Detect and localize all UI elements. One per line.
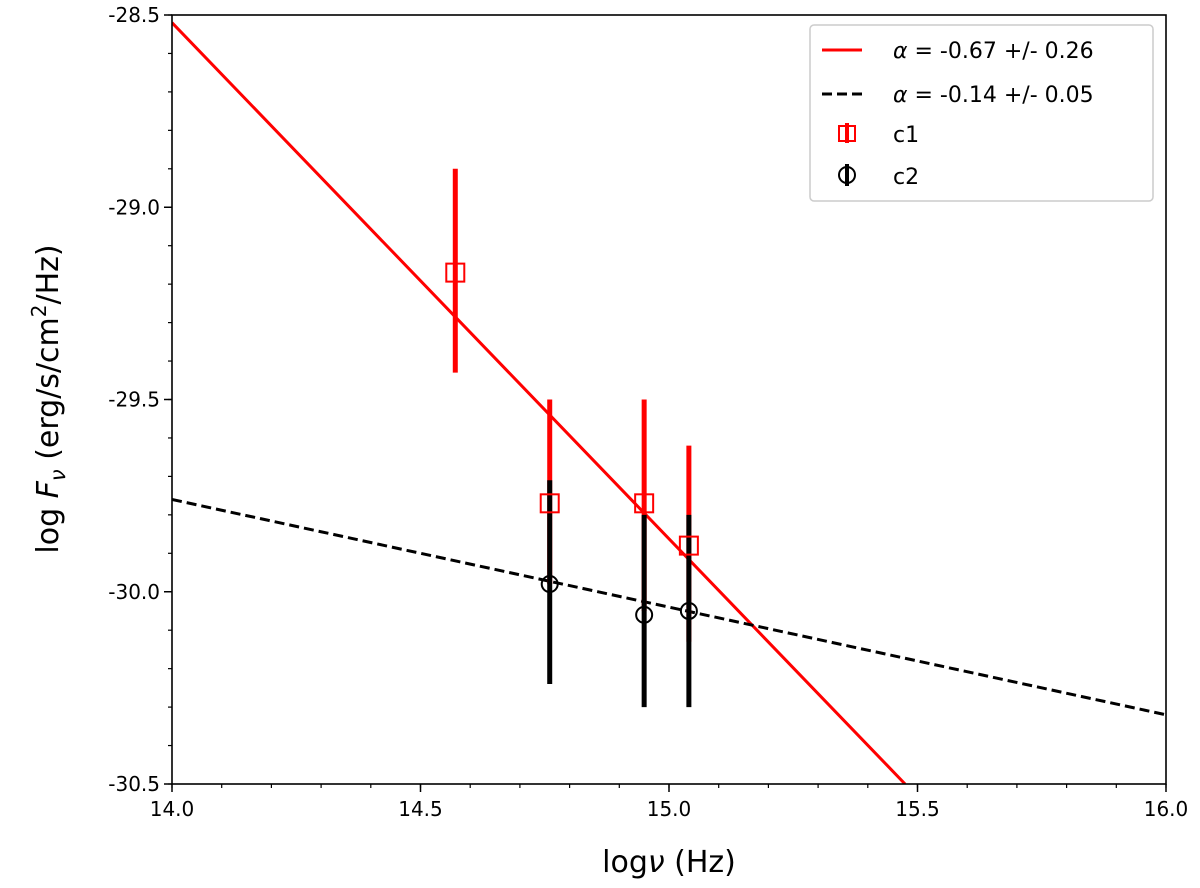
x-tick-label: 15.5 xyxy=(895,797,940,821)
legend: α = -0.67 +/- 0.26 α = -0.14 +/- 0.05 c1… xyxy=(809,24,1154,202)
c1-marker xyxy=(678,535,699,556)
legend-fit-label-solid: α = -0.67 +/- 0.26 xyxy=(893,39,1094,64)
x-axis-label: logν (Hz) xyxy=(602,845,736,880)
y-axis-label-unit-start: (erg/s/cm xyxy=(31,317,66,469)
fit-line-dashed xyxy=(172,498,1166,717)
x-tick-label: 16.0 xyxy=(1144,797,1189,821)
c2-marker xyxy=(540,575,559,594)
fit-lines xyxy=(172,21,1166,784)
x-tick-label: 14.5 xyxy=(398,797,443,821)
plot-frame xyxy=(171,14,1167,785)
legend-fit-value-dashed: = -0.14 +/- 0.05 xyxy=(908,83,1094,108)
y-tick-label: -29.5 xyxy=(108,388,160,412)
c2-marker xyxy=(679,601,698,620)
y-axis-label-prefix: log xyxy=(31,498,66,553)
legend-fit-value-solid: = -0.67 +/- 0.26 xyxy=(908,39,1094,64)
legend-c1-marker xyxy=(838,125,856,142)
y-tick-label: -30.0 xyxy=(108,580,160,604)
legend-fit-label-dashed: α = -0.14 +/- 0.05 xyxy=(893,83,1094,108)
c1-marker xyxy=(634,493,655,514)
y-axis-label-subscript: ν xyxy=(46,469,70,481)
y-axis-label-unit-end: /Hz) xyxy=(31,244,66,304)
fit-line-solid xyxy=(172,21,907,784)
c1-marker xyxy=(539,493,560,514)
legend-c1-label: c1 xyxy=(893,123,919,148)
y-axis-label-superscript: 2 xyxy=(27,305,51,318)
x-tick-label: 15.0 xyxy=(647,797,692,821)
tick-labels: 14.0 14.5 15.0 15.5 16.0 -28.5 -29.0 -29.5 -30.0… xyxy=(108,3,1188,821)
y-axis-label-symbol: F xyxy=(31,480,66,498)
y-tick-label: -30.5 xyxy=(108,772,160,796)
legend-c2-label: c2 xyxy=(893,165,919,190)
legend-alpha-symbol-solid: α xyxy=(893,39,908,64)
error-bars xyxy=(452,168,692,708)
y-tick-label: -29.0 xyxy=(108,195,160,219)
c2-marker xyxy=(635,605,654,624)
legend-box xyxy=(809,24,1154,202)
x-axis-label-unit: (Hz) xyxy=(665,845,736,880)
y-axis-label: log Fν (erg/s/cm2/Hz) xyxy=(27,244,70,553)
c1-marker xyxy=(445,262,466,283)
x-axis-label-prefix: log xyxy=(602,845,648,880)
x-tick-label: 14.0 xyxy=(150,797,195,821)
markers xyxy=(445,262,699,624)
legend-c2-marker xyxy=(838,166,856,184)
x-axis-label-symbol: ν xyxy=(648,845,665,880)
legend-alpha-symbol-dashed: α xyxy=(893,83,908,108)
y-tick-label: -28.5 xyxy=(108,3,160,27)
